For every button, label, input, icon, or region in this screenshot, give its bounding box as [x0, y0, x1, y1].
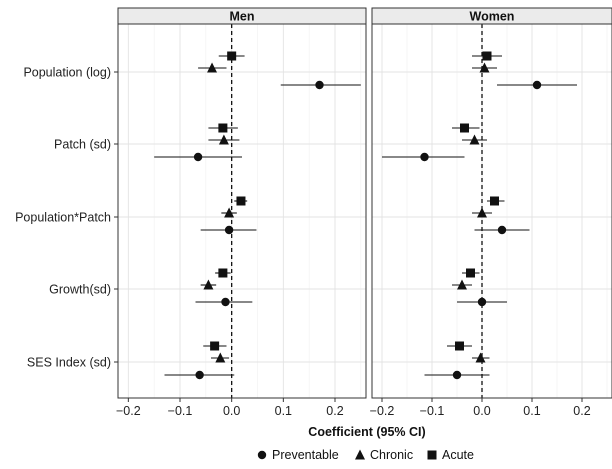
x-tick-label: 0.0	[223, 404, 240, 418]
point-women-population-patch-chronic	[477, 207, 487, 218]
point-women-patch-sd-chronic	[469, 134, 480, 145]
x-tick-label: 0.2	[326, 404, 343, 418]
y-tick-label-population-patch: Population*Patch	[15, 211, 111, 225]
legend-label: Acute	[442, 448, 474, 462]
y-tick-label-patch-sd: Patch (sd)	[54, 138, 111, 152]
point-men-ses-index-sd-chronic	[215, 352, 226, 363]
x-tick-label: −0.2	[370, 404, 395, 418]
point-men-patch-sd-chronic	[218, 134, 229, 145]
point-women-growth-sd-acute	[466, 268, 475, 278]
x-tick-label: −0.1	[420, 404, 445, 418]
point-women-population-log-preventable	[532, 80, 542, 90]
panel-women: Women −0.2 −0.1 0.0 0.1 0.2	[370, 7, 612, 418]
point-men-patch-sd-acute	[218, 123, 228, 133]
y-tick-label-population-log: Population (log)	[23, 66, 111, 80]
x-tick-label: 0.2	[573, 404, 590, 418]
point-women-population-patch-acute	[490, 196, 499, 206]
point-men-population-patch-chronic	[224, 207, 235, 218]
point-women-patch-sd-preventable	[420, 152, 429, 162]
point-women-population-log-acute	[482, 51, 492, 61]
point-men-growth-sd-acute	[218, 268, 228, 278]
y-axis-tick-labels: Population (log) Patch (sd) Population*Pat…	[15, 66, 118, 370]
point-men-growth-sd-chronic	[203, 279, 214, 290]
x-tick-label: 0.1	[275, 404, 292, 418]
point-men-population-log-preventable	[315, 80, 324, 90]
plot-area-men	[118, 24, 366, 398]
point-men-population-patch-acute	[236, 196, 246, 206]
point-women-population-log-chronic	[479, 62, 490, 73]
y-tick-label-ses-index-sd: SES Index (sd)	[27, 356, 111, 370]
point-women-growth-sd-preventable	[477, 297, 487, 307]
point-men-growth-sd-preventable	[221, 297, 230, 307]
legend-label: Chronic	[370, 448, 413, 462]
point-men-population-log-chronic	[207, 62, 218, 73]
x-tick-label: −0.2	[116, 404, 141, 418]
legend-item-preventable: Preventable	[257, 448, 339, 462]
legend-item-chronic: Chronic	[355, 448, 413, 462]
point-women-ses-index-sd-acute	[455, 341, 464, 351]
strip-label-men: Men	[230, 10, 255, 24]
panel-border-women	[371, 23, 612, 399]
legend-key-triangle	[355, 449, 365, 460]
panels: Men −0.2 −0.1 0.0 0.1 0.2 Women −0.2 −0.1 0.0 0.1 0…	[116, 7, 612, 418]
point-men-ses-index-sd-preventable	[195, 370, 204, 380]
x-tick-label: 0.0	[473, 404, 490, 418]
point-men-population-log-acute	[227, 51, 237, 61]
legend: Preventable Chronic Acute	[257, 448, 474, 462]
x-axis-title: Coefficient (95% CI)	[308, 425, 425, 439]
x-tick-label: −0.1	[168, 404, 193, 418]
panel-men: Men −0.2 −0.1 0.0 0.1 0.2	[116, 7, 367, 418]
point-women-population-patch-preventable	[497, 225, 507, 235]
point-men-population-patch-preventable	[224, 225, 234, 235]
point-women-ses-index-sd-chronic	[475, 352, 486, 363]
legend-key-circle	[257, 450, 267, 460]
x-tick-label: 0.1	[523, 404, 540, 418]
panel-border-men	[117, 23, 367, 399]
point-women-patch-sd-acute	[460, 123, 469, 133]
plot-area-women	[372, 24, 612, 398]
point-men-ses-index-sd-acute	[210, 341, 220, 351]
legend-key-square	[427, 450, 437, 460]
legend-item-acute: Acute	[427, 448, 474, 462]
strip-label-women: Women	[470, 10, 515, 24]
y-tick-label-growth-sd: Growth(sd)	[49, 283, 111, 297]
point-women-ses-index-sd-preventable	[452, 370, 462, 380]
point-men-patch-sd-preventable	[193, 152, 203, 162]
point-women-growth-sd-chronic	[457, 279, 467, 290]
legend-label: Preventable	[272, 448, 339, 462]
